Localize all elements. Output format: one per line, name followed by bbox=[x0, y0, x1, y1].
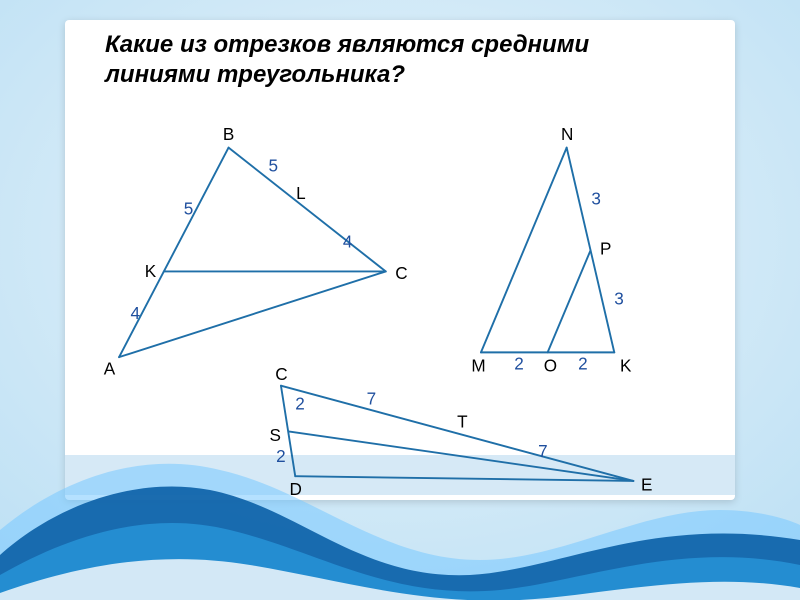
svg-text:4: 4 bbox=[130, 303, 140, 323]
svg-text:T: T bbox=[457, 412, 468, 432]
svg-text:2: 2 bbox=[295, 394, 305, 414]
svg-text:P: P bbox=[600, 238, 611, 258]
svg-text:S: S bbox=[270, 425, 281, 445]
svg-text:K: K bbox=[145, 261, 157, 281]
svg-text:M: M bbox=[471, 355, 485, 375]
svg-text:3: 3 bbox=[614, 289, 624, 309]
svg-text:2: 2 bbox=[276, 446, 286, 466]
svg-text:C: C bbox=[395, 263, 407, 283]
svg-text:5: 5 bbox=[269, 155, 279, 175]
svg-text:2: 2 bbox=[578, 354, 588, 374]
svg-text:2: 2 bbox=[514, 354, 524, 374]
svg-text:7: 7 bbox=[367, 389, 377, 409]
svg-text:C: C bbox=[275, 364, 287, 384]
svg-text:4: 4 bbox=[343, 232, 353, 252]
slide-stage: Какие из отрезков являются средними лини… bbox=[0, 0, 800, 600]
svg-text:E: E bbox=[641, 474, 652, 494]
svg-text:O: O bbox=[544, 355, 557, 375]
svg-text:K: K bbox=[620, 355, 632, 375]
svg-text:B: B bbox=[223, 124, 234, 144]
triangles-diagram: ABCKL5544MNKPO3322CDEST2277 bbox=[65, 100, 735, 500]
svg-text:7: 7 bbox=[538, 441, 548, 461]
svg-text:3: 3 bbox=[591, 189, 601, 209]
svg-text:5: 5 bbox=[184, 198, 194, 218]
svg-text:A: A bbox=[104, 358, 116, 378]
svg-text:D: D bbox=[290, 479, 302, 499]
svg-text:L: L bbox=[296, 183, 306, 203]
question-title: Какие из отрезков являются средними лини… bbox=[105, 30, 665, 90]
svg-text:N: N bbox=[561, 124, 573, 144]
